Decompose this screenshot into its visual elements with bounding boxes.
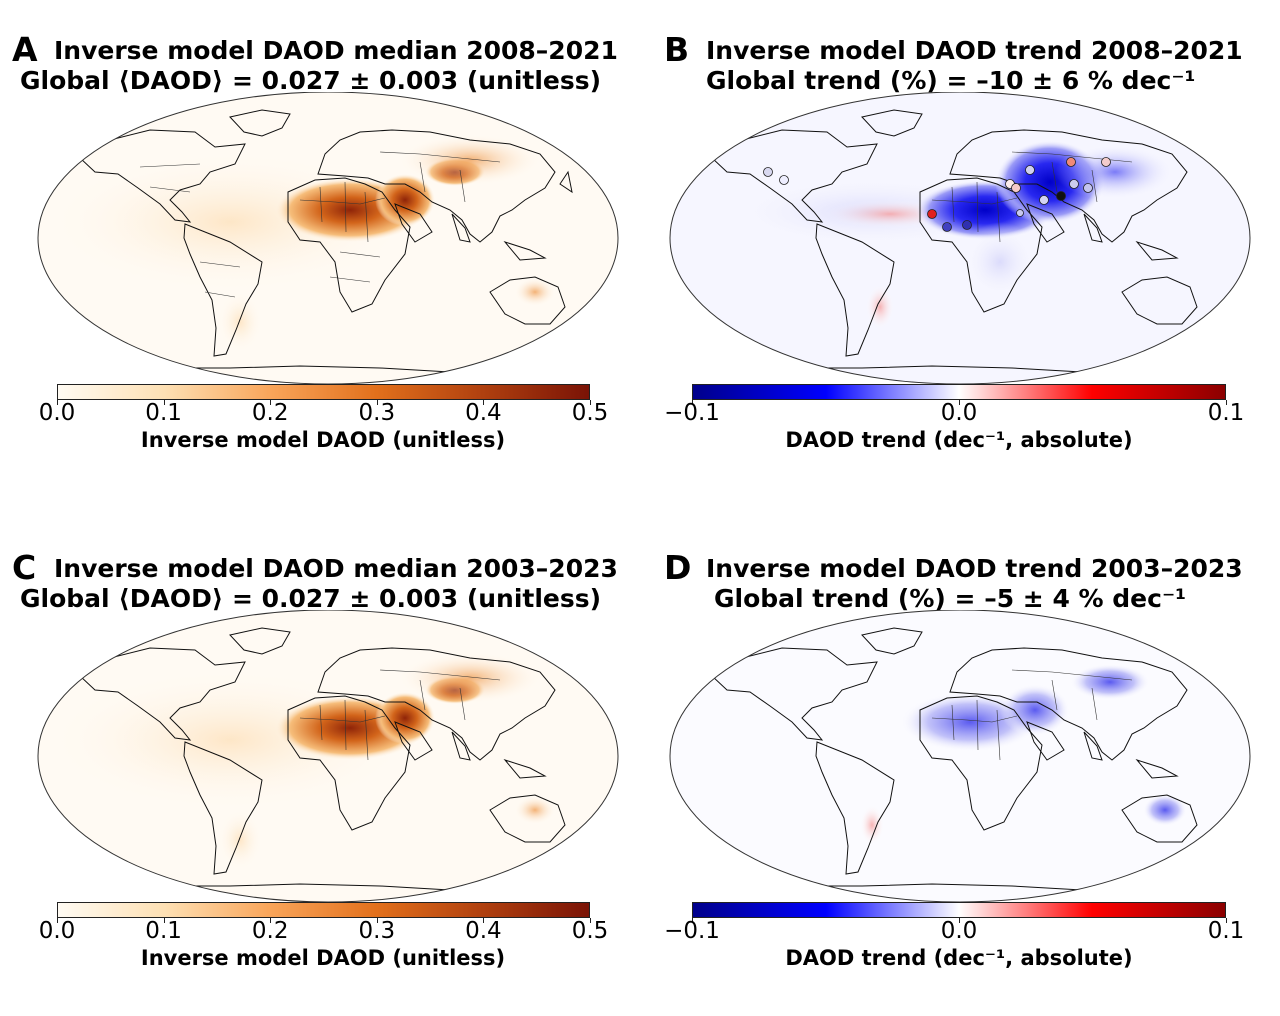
colorbar-tick-mark <box>959 400 960 405</box>
station-marker <box>1056 191 1066 201</box>
colorbar-tick-label: 0.3 <box>358 918 396 944</box>
colorbar-tick-mark <box>590 400 591 405</box>
station-marker <box>779 175 789 185</box>
world-map <box>37 610 619 903</box>
colorbar-label: Inverse model DAOD (unitless) <box>140 428 506 452</box>
station-marker <box>927 209 937 219</box>
world-map <box>37 92 619 385</box>
panel-letter: C <box>12 548 37 587</box>
colorbar-tick-label: 0.0 <box>38 918 76 944</box>
station-marker <box>962 220 972 230</box>
panel-title: Inverse model DAOD median 2003–2023 <box>54 554 618 583</box>
panel-title: Inverse model DAOD median 2008–2021 <box>54 36 618 65</box>
station-marker <box>1066 157 1076 167</box>
panel-b: B Inverse model DAOD trend 2008–2021 Glo… <box>640 0 1280 498</box>
trend-negative-arabia <box>1000 684 1070 736</box>
colorbar <box>57 384 590 400</box>
coastlines <box>79 627 581 899</box>
aeronet-stations <box>763 157 1111 232</box>
dust-region-australia <box>515 278 555 306</box>
panel-c: C Inverse model DAOD median 2003–2023 Gl… <box>0 518 640 1016</box>
colorbar-label: Inverse model DAOD (unitless) <box>140 946 506 970</box>
colorbar-tick-mark <box>692 400 693 405</box>
colorbar-tick-mark <box>1226 400 1227 405</box>
world-map <box>669 610 1251 903</box>
colorbar-tick-label: 0.2 <box>251 918 289 944</box>
coastlines <box>711 627 1213 899</box>
colorbar-tick-label: −0.1 <box>664 400 720 426</box>
colorbar-tick-mark <box>57 400 58 405</box>
colorbar-tick-label: 0.5 <box>571 918 609 944</box>
country-borders <box>299 669 501 761</box>
colorbar-tick-mark <box>483 918 485 923</box>
station-marker <box>1025 165 1035 175</box>
colorbar-label: DAOD trend (dec⁻¹, absolute) <box>785 946 1133 970</box>
colorbar-tick-label: 0.0 <box>38 400 76 426</box>
colorbar-tick-mark <box>959 918 960 923</box>
country-borders <box>139 151 501 298</box>
colorbar-tick-mark <box>57 918 58 923</box>
colorbar-tick-label: 0.1 <box>1207 400 1245 426</box>
colorbar-tick-mark <box>483 400 485 405</box>
panel-a: A Inverse model DAOD median 2008–2021 Gl… <box>0 0 640 498</box>
panel-letter: D <box>664 548 692 587</box>
station-marker <box>1101 157 1111 167</box>
panel-subtitle: Global ⟨DAOD⟩ = 0.027 ± 0.003 (unitless) <box>20 66 602 95</box>
colorbar-tick-label: 0.1 <box>1207 918 1245 944</box>
colorbar-tick-label: 0.0 <box>940 918 978 944</box>
colorbar <box>57 902 590 918</box>
trend-negative-asia <box>1055 144 1175 200</box>
colorbar-tick-mark <box>270 918 272 923</box>
country-borders <box>931 151 1133 243</box>
station-marker <box>1083 183 1093 193</box>
colorbar <box>692 902 1226 918</box>
colorbar-tick-label: 0.1 <box>145 918 182 944</box>
station-marker <box>1016 209 1024 217</box>
trend-negative-asia <box>1070 664 1150 700</box>
panel-subtitle: Global ⟨DAOD⟩ = 0.027 ± 0.003 (unitless) <box>20 584 602 613</box>
panel-subtitle: Global trend (%) = –5 ± 4 % dec⁻¹ <box>714 584 1187 613</box>
station-marker <box>1039 195 1049 205</box>
colorbar-tick-mark <box>1226 918 1227 923</box>
colorbar-tick-label: −0.1 <box>664 918 720 944</box>
panel-letter: B <box>664 30 690 69</box>
colorbar-tick-mark <box>270 400 272 405</box>
station-marker <box>1069 179 1079 189</box>
colorbar-tick-label: 0.1 <box>145 400 182 426</box>
dust-source-arabia <box>375 174 435 226</box>
country-borders <box>931 669 1133 761</box>
trend-negative-australia <box>1143 794 1187 826</box>
colorbar-tick-label: 0.2 <box>251 400 289 426</box>
colorbar-tick-label: 0.0 <box>940 400 978 426</box>
panel-title: Inverse model DAOD trend 2003–2023 <box>706 554 1243 583</box>
colorbar-tick-mark <box>376 918 378 923</box>
dust-region-patagonia <box>218 292 262 352</box>
colorbar-tick-mark <box>163 400 165 405</box>
dust-region-asia <box>400 135 540 185</box>
panel-title: Inverse model DAOD trend 2008–2021 <box>706 36 1243 65</box>
station-marker <box>942 222 952 232</box>
panel-d: D Inverse model DAOD trend 2003–2023 Glo… <box>640 518 1280 1016</box>
panel-subtitle: Global trend (%) = –10 ± 6 % dec⁻¹ <box>706 66 1196 95</box>
colorbar-tick-label: 0.3 <box>358 400 396 426</box>
colorbar-tick-mark <box>163 918 165 923</box>
station-marker <box>763 167 773 177</box>
colorbar-tick-label: 0.4 <box>465 400 502 426</box>
colorbar-tick-label: 0.4 <box>465 918 502 944</box>
colorbar-tick-mark <box>590 918 591 923</box>
station-marker <box>1011 183 1021 193</box>
colorbar-tick-mark <box>376 400 378 405</box>
colorbar-tick-label: 0.5 <box>571 400 609 426</box>
colorbar-label: DAOD trend (dec⁻¹, absolute) <box>785 428 1133 452</box>
dust-source-arabia <box>375 692 435 744</box>
colorbar <box>692 384 1226 400</box>
world-map <box>669 92 1251 385</box>
panel-letter: A <box>12 30 38 69</box>
colorbar-tick-mark <box>692 918 693 923</box>
